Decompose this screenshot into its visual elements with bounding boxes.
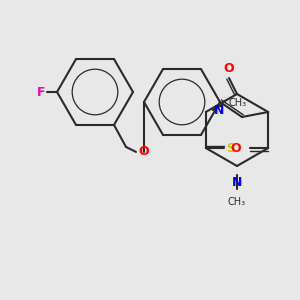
Text: CH₃: CH₃ bbox=[229, 98, 247, 108]
Text: F: F bbox=[37, 85, 45, 98]
Text: CH₃: CH₃ bbox=[228, 197, 246, 207]
Text: O: O bbox=[231, 142, 241, 154]
Text: N: N bbox=[214, 103, 224, 116]
Text: N: N bbox=[232, 176, 242, 189]
Text: O: O bbox=[138, 146, 148, 158]
Text: O: O bbox=[224, 62, 234, 76]
Text: S: S bbox=[226, 142, 235, 154]
